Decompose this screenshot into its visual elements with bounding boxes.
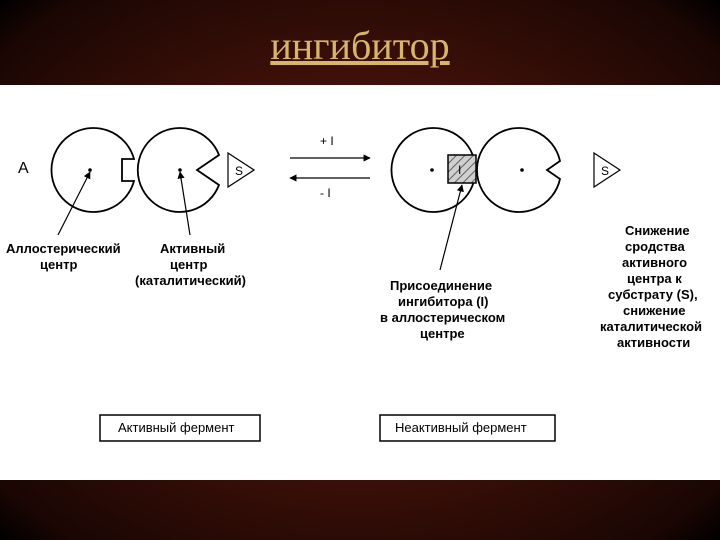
label-allosteric-center: Аллостерический центр: [6, 241, 124, 272]
enzyme-diagram: А S + I: [0, 85, 720, 480]
svg-text:I: I: [458, 163, 461, 177]
svg-text:S: S: [601, 164, 609, 178]
label-inhibitor-binding: Присоединение ингибитора (I) в аллостери…: [380, 278, 509, 341]
label-active-center: Активный центр (каталитический): [135, 241, 246, 288]
slide-title: ингибитор: [0, 22, 720, 69]
svg-text:- I: - I: [320, 186, 331, 200]
left-enzyme-active: [138, 128, 219, 212]
left-enzyme-allosteric: [51, 128, 134, 212]
label-active-enzyme: Активный фермент: [118, 420, 235, 435]
substrate-right: S: [594, 153, 620, 187]
label-affinity-reduction: Снижение сродства активного центра к суб…: [600, 223, 706, 350]
slide: ингибитор А: [0, 0, 720, 540]
svg-text:+ I: + I: [320, 134, 334, 148]
label-a: А: [18, 160, 29, 177]
svg-text:S: S: [235, 164, 243, 178]
right-enzyme-active-changed: [477, 128, 560, 212]
reaction-arrows: + I - I: [290, 134, 370, 200]
diagram-panel: А S + I: [0, 85, 720, 480]
label-inactive-enzyme: Неактивный фермент: [395, 420, 527, 435]
substrate-left: S: [228, 153, 254, 187]
right-enzyme-allosteric-bound: I: [391, 128, 476, 212]
